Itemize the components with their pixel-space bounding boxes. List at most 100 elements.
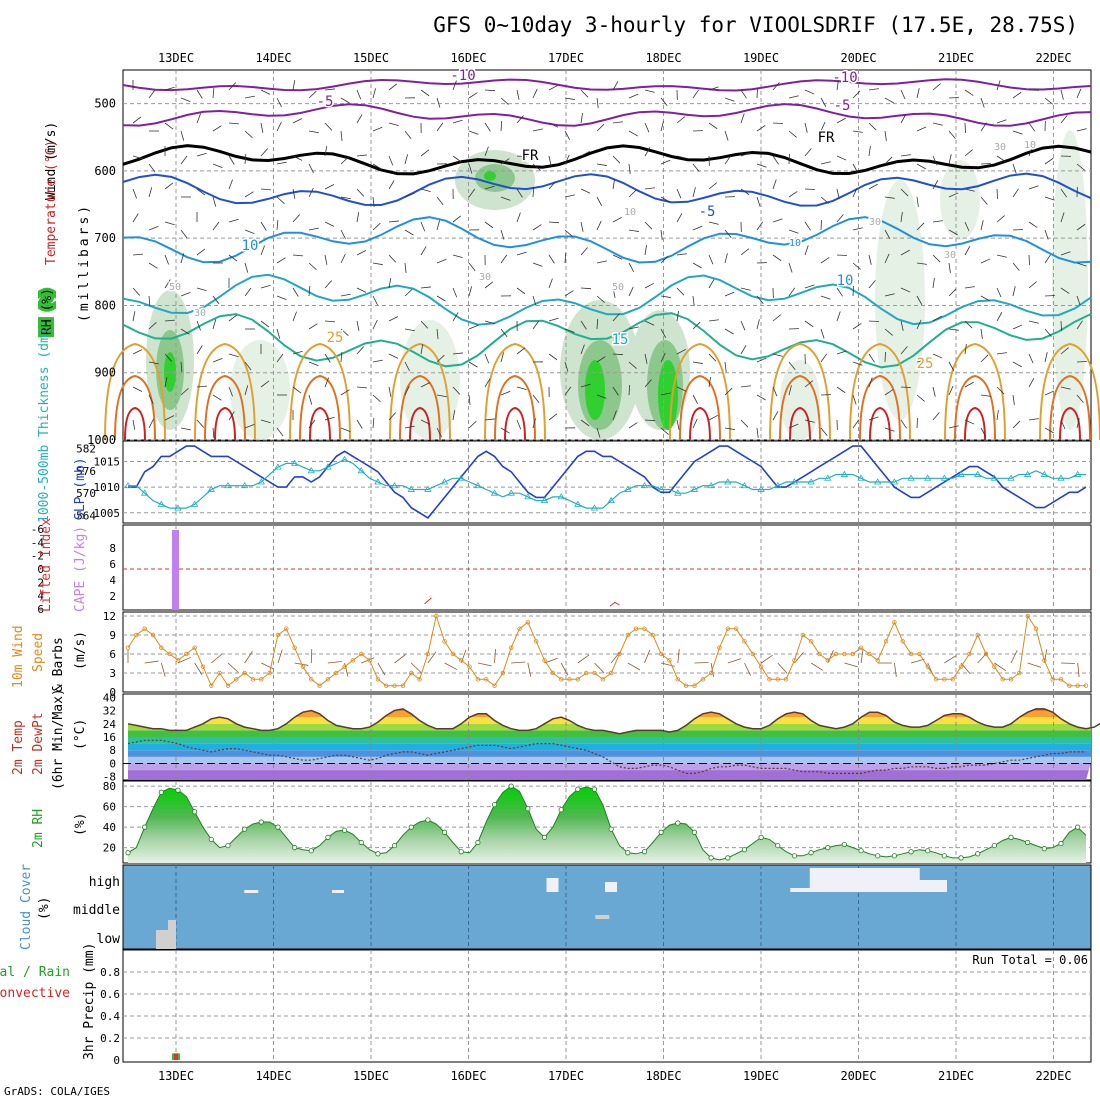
rh2m-point — [358, 839, 364, 846]
rh2m-point — [825, 845, 831, 851]
wind10m-point — [134, 632, 139, 638]
wind-barb — [916, 394, 925, 402]
wind-barb — [388, 278, 392, 289]
wind-barb — [964, 344, 967, 355]
wind-barb — [244, 287, 252, 297]
wind-barb — [724, 130, 729, 141]
temp2m-tick: 16 — [103, 731, 116, 744]
wind-barb — [660, 97, 668, 107]
wind-barb — [996, 410, 999, 421]
wind-barb — [404, 361, 410, 372]
wind-barb — [388, 220, 399, 223]
wind-barb — [340, 97, 350, 104]
wind-barb — [740, 320, 746, 331]
pressure-tick: 600 — [94, 164, 116, 178]
wind-barb — [804, 122, 808, 133]
wind-barb — [1028, 281, 1037, 289]
slp-thickness-frame — [122, 440, 1092, 524]
wind10m-point — [1025, 613, 1030, 619]
wind-barb — [900, 154, 911, 157]
wind-barb — [404, 288, 413, 297]
wind-barb — [916, 126, 927, 132]
wind10m-point — [908, 651, 914, 657]
wind-barb — [388, 386, 392, 397]
wind-barb — [676, 116, 686, 124]
wind-barb — [516, 419, 522, 430]
wind-barb — [1028, 418, 1039, 421]
wind-barb — [724, 155, 732, 165]
wind10m-point — [1008, 677, 1014, 682]
thickness-marker — [1040, 470, 1049, 477]
wind-barb — [788, 287, 796, 297]
rh2m-point — [325, 834, 331, 840]
wind-barb — [724, 427, 735, 430]
wind10m-barb — [544, 657, 558, 664]
wind-barb — [372, 222, 381, 231]
wind-barb — [468, 361, 478, 368]
wind10m-point — [958, 664, 964, 669]
thickness-marker — [507, 489, 515, 496]
rh2m-area — [128, 786, 1086, 863]
wind-barb — [196, 89, 203, 99]
wind-barb — [788, 385, 792, 396]
thickness-marker — [224, 481, 232, 489]
wind-barb — [644, 122, 650, 133]
rh2m-point — [791, 853, 798, 859]
wind-barb — [692, 394, 699, 405]
chart-title: GFS 0~10day 3-hourly for VIOOLSDRIF (17.… — [433, 13, 1078, 37]
wind-barb — [356, 386, 367, 389]
wind10m-point — [975, 632, 980, 638]
wind-barb — [212, 163, 223, 168]
wind-barb — [788, 130, 797, 138]
wind10m-point — [733, 626, 739, 631]
warm-contour — [789, 406, 811, 441]
wind10m-point — [242, 670, 247, 676]
contour-label: 10 — [837, 273, 854, 289]
wind-barb — [868, 254, 872, 265]
wind10m-point — [267, 670, 272, 676]
wind10m-barb — [1010, 650, 1018, 664]
wind-barb — [516, 287, 526, 295]
wind10m-point — [633, 626, 639, 631]
wind-barb — [356, 114, 363, 124]
warm-contour — [859, 374, 901, 441]
wind-barb — [180, 328, 190, 335]
wind-barb — [164, 319, 175, 322]
wind10m-barb — [527, 662, 532, 677]
wind10m-point — [833, 651, 839, 657]
wind10m-point — [792, 658, 797, 663]
wind-barb — [820, 196, 829, 204]
wind-barb — [612, 179, 615, 190]
cape-label: CAPE (J/kg) — [73, 526, 88, 612]
rh2m-point — [575, 786, 581, 792]
wind-barb — [772, 155, 779, 165]
rh2m-point — [458, 849, 464, 855]
temp2m-tick: 24 — [103, 718, 117, 731]
wind-barb — [692, 225, 703, 231]
wind10m-point — [808, 639, 814, 644]
wind-barb — [772, 179, 777, 190]
wind-barb — [452, 215, 462, 223]
rh2m-point — [1008, 834, 1014, 840]
wind10m-point — [509, 645, 514, 650]
wind-barb — [484, 146, 489, 157]
wind10m-barb — [727, 658, 742, 664]
wind-barb — [884, 196, 895, 199]
wind10m-point — [800, 632, 805, 638]
wind-barb — [196, 320, 201, 331]
wind10m-point — [617, 651, 622, 657]
wind-barb — [692, 187, 696, 198]
wind-barb — [324, 353, 331, 363]
temp2m-tick: 40 — [103, 691, 116, 704]
wind-barb — [740, 345, 747, 355]
wind-barb — [900, 89, 906, 100]
wind-barb — [388, 412, 396, 421]
cloud-patch — [332, 890, 344, 893]
wind-barb — [836, 350, 847, 355]
rh2m-point — [1041, 846, 1047, 852]
wind-barb — [180, 292, 191, 297]
wind-barb — [180, 388, 189, 396]
bottom-date-label: 22DEC — [1035, 1069, 1071, 1083]
wind10m-point — [967, 651, 972, 657]
